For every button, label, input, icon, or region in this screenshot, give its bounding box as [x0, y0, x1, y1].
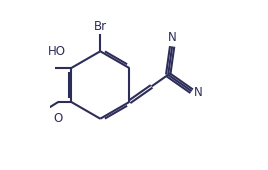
Text: N: N: [168, 31, 177, 44]
Text: O: O: [53, 112, 62, 125]
Text: HO: HO: [48, 45, 66, 58]
Text: N: N: [194, 86, 202, 99]
Text: Br: Br: [94, 20, 107, 33]
